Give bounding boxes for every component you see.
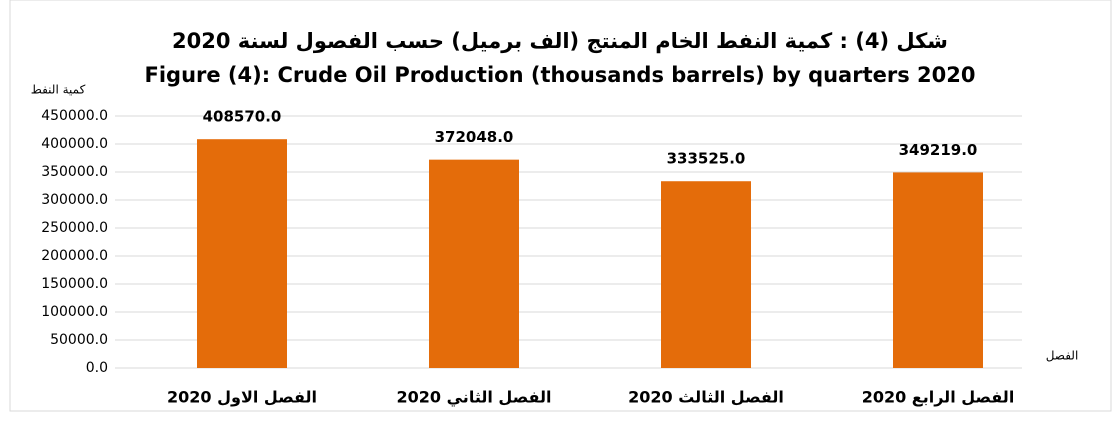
bar [661, 181, 751, 368]
y-tick-label: 300000.0 [41, 192, 108, 208]
x-tick-label: الفصل الثالث 2020 [628, 388, 784, 407]
x-tick-label: الفصل الاول 2020 [167, 388, 317, 407]
y-tick-label: 250000.0 [41, 220, 108, 236]
y-tick-label: 0.0 [86, 360, 108, 376]
chart-subtitle: Figure (4): Crude Oil Production (thousa… [145, 63, 976, 87]
chart-frame [9, 0, 1112, 412]
y-tick-label: 50000.0 [50, 332, 108, 348]
x-tick-label: الفصل الرابع 2020 [862, 388, 1015, 407]
data-label: 349219.0 [899, 141, 978, 159]
y-axis-label: كمية النفط [31, 83, 86, 97]
x-tick-label: الفصل الثاني 2020 [397, 388, 552, 408]
y-tick-label: 100000.0 [41, 304, 108, 320]
data-label: 408570.0 [203, 108, 282, 126]
x-axis-label: الفصل [1046, 349, 1079, 363]
y-tick-label: 450000.0 [41, 108, 108, 124]
y-tick-label: 150000.0 [41, 276, 108, 292]
data-label: 372048.0 [435, 128, 514, 146]
y-tick-label: 200000.0 [41, 248, 108, 264]
chart-title: شكل (4) : كمية النفط الخام المنتج (الف ب… [172, 29, 948, 53]
bar [893, 172, 983, 368]
y-tick-label: 400000.0 [41, 136, 108, 152]
bar [429, 159, 519, 368]
data-label: 333525.0 [667, 150, 746, 168]
bar [197, 139, 287, 368]
y-tick-label: 350000.0 [41, 164, 108, 180]
